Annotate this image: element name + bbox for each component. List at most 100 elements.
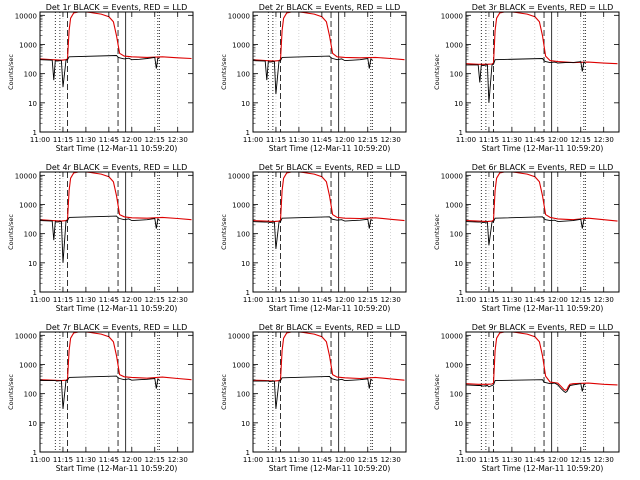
x-tick-label: 12:30 bbox=[168, 456, 188, 464]
y-tick-label: 10000 bbox=[441, 332, 463, 340]
x-tick-label: 11:30 bbox=[76, 296, 96, 304]
plot-frame bbox=[39, 11, 194, 133]
x-tick-label: 11:00 bbox=[30, 136, 50, 144]
x-tick-label: 11:15 bbox=[479, 296, 499, 304]
x-axis-label: Start Time (12-Mar-11 10:59:20) bbox=[56, 464, 178, 473]
subplot-5: Det 5r BLACK = Events, RED = LLD 1 10 100 10… bbox=[220, 163, 407, 313]
x-axis-label: Start Time (12-Mar-11 10:59:20) bbox=[56, 144, 178, 153]
y-tick-label: 1 bbox=[246, 289, 250, 297]
plot-frame bbox=[39, 171, 194, 293]
y-axis-label: Counts/sec bbox=[433, 54, 441, 90]
x-tick-label: 11:00 bbox=[243, 136, 263, 144]
y-tick-label: 100 bbox=[450, 391, 463, 399]
x-tick-label: 12:30 bbox=[381, 456, 401, 464]
x-tick-label: 11:30 bbox=[76, 136, 96, 144]
subplot-7: Det 7r BLACK = Events, RED = LLD 1 10 100 10… bbox=[7, 323, 194, 473]
x-axis-label: Start Time (12-Mar-11 10:59:20) bbox=[56, 304, 178, 313]
x-tick-label: 11:00 bbox=[456, 296, 476, 304]
x-axis-label: Start Time (12-Mar-11 10:59:20) bbox=[269, 144, 391, 153]
subplot-1: Det 1r BLACK = Events, RED = LLD 1 10 100 10… bbox=[7, 3, 194, 153]
series-line-lld bbox=[466, 172, 618, 223]
x-tick-label: 12:00 bbox=[548, 136, 568, 144]
x-tick-label: 11:00 bbox=[456, 456, 476, 464]
plot-frame bbox=[252, 331, 407, 453]
series-line-events bbox=[466, 58, 586, 103]
series-line-lld bbox=[253, 332, 405, 382]
y-tick-label: 10000 bbox=[441, 12, 463, 20]
y-tick-label: 1000 bbox=[445, 41, 463, 49]
x-tick-label: 12:15 bbox=[145, 136, 165, 144]
x-tick-label: 11:15 bbox=[53, 296, 73, 304]
x-tick-label: 11:30 bbox=[502, 136, 522, 144]
x-tick-label: 11:45 bbox=[99, 296, 119, 304]
y-tick-label: 1000 bbox=[445, 201, 463, 209]
subplot-title: Det 1r BLACK = Events, RED = LLD bbox=[46, 3, 188, 12]
x-tick-label: 11:30 bbox=[76, 456, 96, 464]
y-tick-label: 10 bbox=[454, 100, 463, 108]
y-axis-label: Counts/sec bbox=[7, 214, 15, 250]
subplot-title: Det 5r BLACK = Events, RED = LLD bbox=[259, 163, 401, 172]
subplot-8: Det 8r BLACK = Events, RED = LLD 1 10 100 10… bbox=[220, 323, 407, 473]
subplot-title: Det 6r BLACK = Events, RED = LLD bbox=[472, 163, 614, 172]
y-tick-label: 10000 bbox=[15, 332, 37, 340]
series-line-lld bbox=[253, 172, 405, 223]
series-line-events bbox=[40, 55, 160, 88]
x-tick-label: 12:15 bbox=[571, 296, 591, 304]
y-tick-label: 1 bbox=[246, 449, 250, 457]
x-tick-label: 11:15 bbox=[266, 296, 286, 304]
y-tick-label: 1000 bbox=[19, 201, 37, 209]
y-tick-label: 1000 bbox=[232, 41, 250, 49]
y-tick-label: 10 bbox=[454, 260, 463, 268]
series-line-events bbox=[40, 375, 160, 409]
x-tick-label: 12:00 bbox=[122, 456, 142, 464]
y-axis-label: Counts/sec bbox=[220, 214, 228, 250]
x-tick-label: 12:15 bbox=[358, 456, 378, 464]
x-tick-label: 12:00 bbox=[122, 296, 142, 304]
y-tick-label: 10000 bbox=[228, 332, 250, 340]
x-tick-label: 12:15 bbox=[571, 136, 591, 144]
x-tick-label: 12:00 bbox=[335, 456, 355, 464]
x-tick-label: 12:15 bbox=[145, 456, 165, 464]
x-tick-label: 11:45 bbox=[312, 136, 332, 144]
x-tick-label: 11:45 bbox=[99, 136, 119, 144]
series-line-events bbox=[253, 216, 373, 249]
x-axis-label: Start Time (12-Mar-11 10:59:20) bbox=[482, 144, 604, 153]
plot-frame bbox=[252, 11, 407, 133]
y-tick-label: 1000 bbox=[19, 361, 37, 369]
y-tick-label: 10000 bbox=[15, 172, 37, 180]
y-tick-label: 1 bbox=[459, 129, 463, 137]
y-tick-label: 1 bbox=[459, 289, 463, 297]
x-tick-label: 11:15 bbox=[53, 136, 73, 144]
x-tick-label: 11:00 bbox=[30, 456, 50, 464]
plot-frame bbox=[252, 171, 407, 293]
subplot-title: Det 4r BLACK = Events, RED = LLD bbox=[46, 163, 188, 172]
y-axis-label: Counts/sec bbox=[220, 374, 228, 410]
y-tick-label: 10 bbox=[241, 420, 250, 428]
x-tick-label: 11:15 bbox=[479, 456, 499, 464]
y-axis-label: Counts/sec bbox=[433, 374, 441, 410]
series-line-lld bbox=[40, 332, 192, 382]
y-tick-label: 1 bbox=[33, 289, 37, 297]
y-tick-label: 10 bbox=[241, 100, 250, 108]
x-tick-label: 12:30 bbox=[381, 136, 401, 144]
x-tick-label: 12:15 bbox=[358, 296, 378, 304]
y-tick-label: 100 bbox=[450, 71, 463, 79]
y-tick-label: 1000 bbox=[19, 41, 37, 49]
y-tick-label: 100 bbox=[450, 231, 463, 239]
y-tick-label: 10000 bbox=[228, 172, 250, 180]
series-line-lld bbox=[466, 12, 618, 65]
y-tick-label: 10 bbox=[454, 420, 463, 428]
subplot-title: Det 8r BLACK = Events, RED = LLD bbox=[259, 323, 401, 332]
x-tick-label: 12:30 bbox=[594, 456, 614, 464]
y-axis-label: Counts/sec bbox=[7, 374, 15, 410]
x-axis-label: Start Time (12-Mar-11 10:59:20) bbox=[269, 304, 391, 313]
x-tick-label: 12:30 bbox=[168, 296, 188, 304]
x-axis-label: Start Time (12-Mar-11 10:59:20) bbox=[269, 464, 391, 473]
subplot-title: Det 3r BLACK = Events, RED = LLD bbox=[472, 3, 614, 12]
y-tick-label: 10 bbox=[241, 260, 250, 268]
x-tick-label: 11:00 bbox=[456, 136, 476, 144]
x-tick-label: 12:00 bbox=[122, 136, 142, 144]
x-tick-label: 11:00 bbox=[243, 456, 263, 464]
